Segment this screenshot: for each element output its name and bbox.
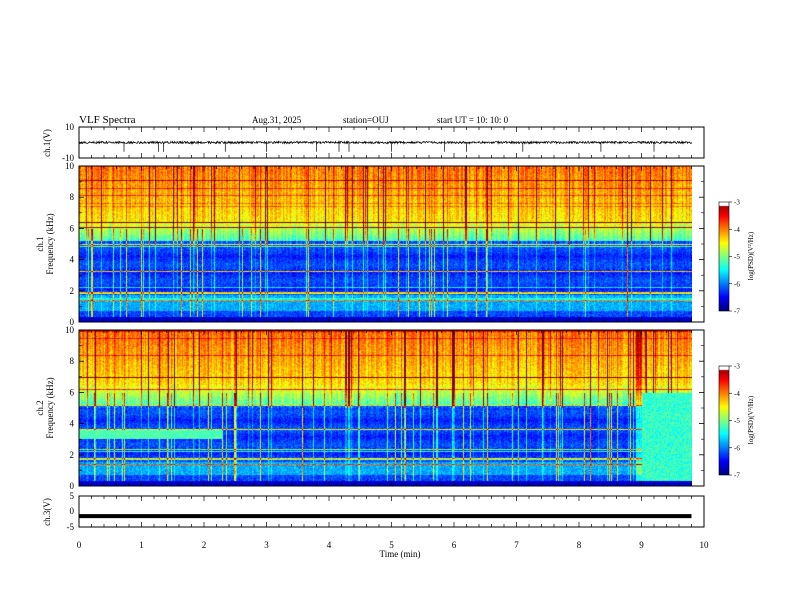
ch2-spec-ytick-label: 0: [70, 481, 75, 491]
colorbar-tick-label: -4: [734, 226, 740, 234]
ch3-waveform-xticks: [78, 496, 705, 527]
ch1-spec-ytick-label: 10: [65, 161, 75, 171]
ch1-ytick-bottom: -10: [62, 153, 74, 163]
ch1-spectrogram-panel: 0 2 4 6 8 10 ch.1Frequency (kHz) -3 -4 -5 -6 -7 l…: [35, 161, 755, 327]
time-axis-label: Time (min): [380, 549, 421, 559]
ch1-colorbar-label: log(PSD)(V²/Hz): [747, 231, 755, 280]
figure-station: station=OUJ: [343, 115, 389, 125]
time-axis-tick-labels: 0 1 2 3 4 5 6 7 8 9 10: [77, 540, 709, 550]
ch1-spec-ytick-label: 6: [70, 223, 75, 233]
ch1-spectrogram-ylabel: ch.1Frequency (kHz): [35, 213, 55, 274]
ch2-spectrogram-ylabel: ch.2Frequency (kHz): [35, 377, 55, 438]
colorbar-tick-label: -4: [734, 390, 740, 398]
ch1-spec-ytick-label: 4: [70, 255, 75, 265]
figure-date: Aug.31, 2025: [252, 115, 302, 125]
ch2-spec-ytick-label: 6: [70, 387, 75, 397]
colorbar-tick-label: -6: [734, 444, 740, 452]
time-tick-label: 8: [577, 540, 582, 550]
time-tick-label: 5: [389, 540, 394, 550]
ch1-spec-ytick-label: 2: [70, 286, 75, 296]
colorbar-tick-label: -3: [734, 199, 740, 207]
time-tick-label: 1: [139, 540, 144, 550]
ch1-spectrogram-xticks: [78, 166, 705, 322]
time-tick-label: 7: [514, 540, 519, 550]
ch1-colorbar-ticks: -3 -4 -5 -6 -7: [729, 199, 740, 316]
time-tick-label: 4: [327, 540, 332, 550]
colorbar-tick-label: -5: [734, 253, 740, 261]
time-tick-label: 10: [700, 540, 710, 550]
cb2-gradient: [719, 366, 729, 475]
time-tick-label: 3: [264, 540, 269, 550]
colorbar-tick-label: -6: [734, 280, 740, 288]
colorbar-tick-label: -3: [734, 363, 740, 371]
ch2-spectrogram-panel: 0 2 4 6 8 10 ch.2Frequency (kHz) -3 -4 -5 -6 -7 l…: [35, 325, 755, 491]
ch2-spec-ytick-label: 2: [70, 450, 75, 460]
ch3-waveform-ylabel: ch.3(V): [42, 498, 52, 526]
ch1-ytick-top: 10: [65, 122, 75, 132]
ch3-ytick-mid: 0: [70, 506, 75, 516]
ch1-spec-ytick-label: 0: [70, 317, 75, 327]
ch2-spec-ytick-label: 8: [70, 356, 75, 366]
ch1-waveform-panel: 10 -10 ch.1(V): [42, 122, 705, 163]
colorbar-tick-label: -7: [734, 472, 740, 480]
ch1-spec-ytick-label: 8: [70, 192, 75, 202]
colorbar-tick-label: -5: [734, 417, 740, 425]
figure-title: VLF Spectra: [79, 114, 136, 126]
time-tick-label: 0: [77, 540, 82, 550]
figure-start-time: start UT = 10: 10: 0: [437, 115, 509, 125]
ch2-colorbar-label: log(PSD)(V²/Hz): [747, 395, 755, 444]
ch1-waveform-line: [78, 140, 692, 152]
ch2-spectrogram-xticks: [78, 330, 705, 486]
ch3-waveform-panel: 5 0 -5 ch.3(V) 0 1 2 3 4 5 6 7 8 9 10 Time (min): [42, 491, 709, 559]
time-tick-label: 9: [639, 540, 644, 550]
time-tick-label: 2: [202, 540, 207, 550]
cb1-gradient: [719, 202, 729, 311]
ch2-colorbar-ticks: -3 -4 -5 -6 -7: [729, 363, 740, 480]
ch1-waveform-xticks: [78, 127, 705, 158]
ch3-ytick-bottom: -5: [67, 522, 75, 532]
ch2-spectrogram-image: [79, 330, 692, 486]
ch1-spectrogram-yticks: 0 2 4 6 8 10: [65, 161, 704, 327]
ch2-spec-ytick-label: 10: [65, 325, 75, 335]
ch2-spec-ytick-label: 4: [70, 419, 75, 429]
ch1-waveform-ylabel: ch.1(V): [42, 129, 52, 157]
time-tick-label: 6: [452, 540, 457, 550]
ch2-spectrogram-yticks: 0 2 4 6 8 10: [65, 325, 704, 491]
ch1-spectrogram-image: [79, 166, 692, 322]
ch3-ytick-top: 5: [70, 491, 75, 501]
colorbar-tick-label: -7: [734, 308, 740, 316]
